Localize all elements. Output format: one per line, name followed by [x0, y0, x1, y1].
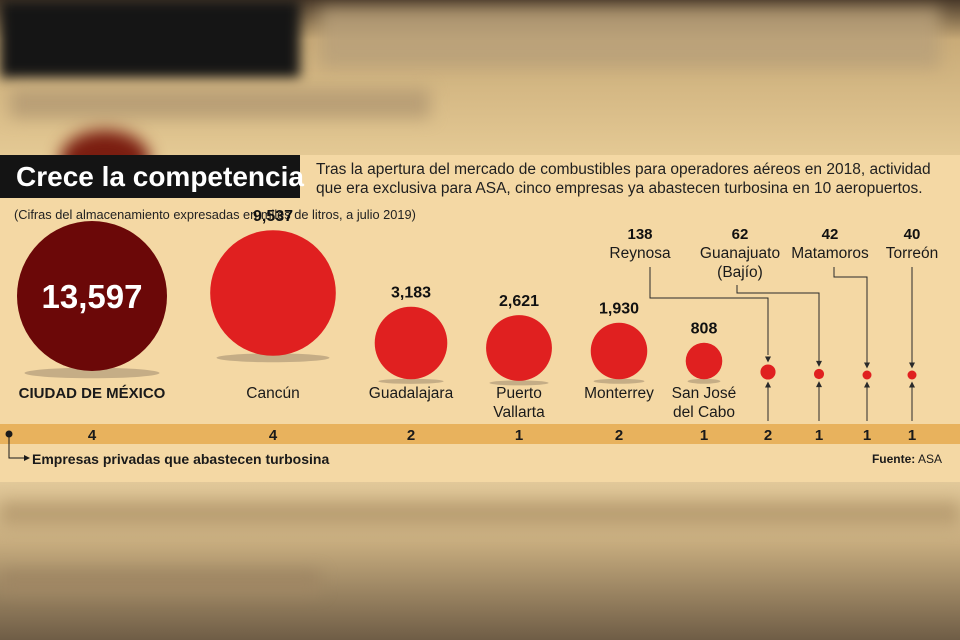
- category-label-10: Torreón: [886, 245, 939, 262]
- category-label-6: del Cabo: [673, 404, 735, 421]
- infographic-panel: Crece la competencia Tras la apertura de…: [0, 155, 960, 482]
- bubble-3: [374, 306, 448, 380]
- category-label-5: Monterrey: [584, 385, 654, 402]
- bubble-6: [685, 342, 723, 380]
- category-label-8: (Bajío): [717, 264, 763, 281]
- category-label-2: Cancún: [246, 385, 299, 402]
- category-label-4: Puerto: [496, 385, 542, 402]
- category-label-3: Guadalajara: [369, 385, 454, 402]
- company-count-10: 1: [908, 427, 916, 444]
- arrowhead-bottom: [816, 381, 822, 388]
- arrowhead-top: [816, 360, 822, 367]
- category-label-8: Guanajuato: [700, 245, 780, 262]
- bubble-7: [760, 364, 776, 380]
- source-label: Fuente:: [871, 452, 916, 466]
- company-count-3: 2: [407, 427, 415, 444]
- subtitle: (Cifras del almacenamiento expresadas en…: [14, 207, 416, 222]
- bubble-shadow: [489, 380, 549, 386]
- bubble-9: [862, 370, 872, 380]
- source-value: ASA: [917, 452, 942, 466]
- bubble-shadow: [687, 378, 721, 384]
- company-count-2: 4: [269, 427, 278, 444]
- bubble-2: [210, 230, 336, 356]
- category-label-9: Matamoros: [791, 245, 869, 262]
- value-label-8: 62: [732, 226, 749, 243]
- company-count-5: 2: [615, 427, 623, 444]
- value-label-4: 2,621: [499, 293, 539, 310]
- arrowhead-top: [909, 362, 915, 369]
- source-credit: Fuente: ASA: [872, 452, 942, 466]
- company-count-6: 1: [700, 427, 708, 444]
- arrowhead-bottom: [864, 381, 870, 388]
- company-count-4: 1: [515, 427, 523, 444]
- legend-arrowhead: [24, 455, 30, 461]
- bubble-shadow: [216, 353, 330, 363]
- arrowhead-top: [765, 356, 771, 363]
- value-label-2: 9,537: [253, 208, 293, 225]
- companies-legend-label: Empresas privadas que abastecen turbosin…: [32, 451, 330, 467]
- company-count-7: 2: [764, 427, 772, 444]
- value-label-9: 42: [822, 226, 839, 243]
- leader-line-top: [736, 285, 820, 362]
- bubble-chart: 13,597 CIUDAD DE MÉXICO 4 9,537 Cancún 4 3,183…: [5, 208, 939, 461]
- bubble-shadow: [378, 378, 444, 384]
- value-label-10: 40: [904, 226, 921, 243]
- category-label-6: San José: [672, 385, 737, 402]
- bubble-shadow: [24, 367, 160, 379]
- bubble-1: [17, 221, 167, 371]
- bubble-shadow: [593, 378, 645, 384]
- bubble-4: [486, 315, 552, 381]
- category-label-4: Vallarta: [493, 404, 545, 421]
- bubble-5: [590, 322, 648, 380]
- value-label-3: 3,183: [391, 285, 431, 302]
- arrowhead-top: [864, 362, 870, 369]
- category-label-7: Reynosa: [609, 245, 671, 262]
- bubble-10: [907, 370, 917, 380]
- leader-line-top: [833, 267, 868, 364]
- company-count-9: 1: [863, 427, 871, 444]
- arrowhead-bottom: [765, 381, 771, 388]
- company-count-8: 1: [815, 427, 823, 444]
- bubble-8: [813, 368, 825, 380]
- title-box: Crece la competencia: [0, 155, 304, 198]
- legend-arrow-line: [8, 437, 26, 459]
- intro-text: Tras la apertura del mercado de combusti…: [316, 161, 931, 197]
- value-label-6: 808: [691, 321, 718, 338]
- value-label-1: 13,597: [42, 278, 143, 315]
- companies-band: [0, 424, 960, 444]
- arrowhead-bottom: [909, 381, 915, 388]
- company-count-1: 4: [88, 427, 97, 444]
- leader-line-top: [649, 267, 769, 355]
- category-label-1: CIUDAD DE MÉXICO: [19, 385, 166, 402]
- legend-dot: [5, 430, 13, 438]
- infographic-title: Crece la competencia: [16, 161, 304, 192]
- blurred-background-top: [0, 0, 960, 190]
- blurred-background-bottom: [0, 482, 960, 640]
- value-label-5: 1,930: [599, 301, 639, 318]
- value-label-7: 138: [627, 226, 652, 243]
